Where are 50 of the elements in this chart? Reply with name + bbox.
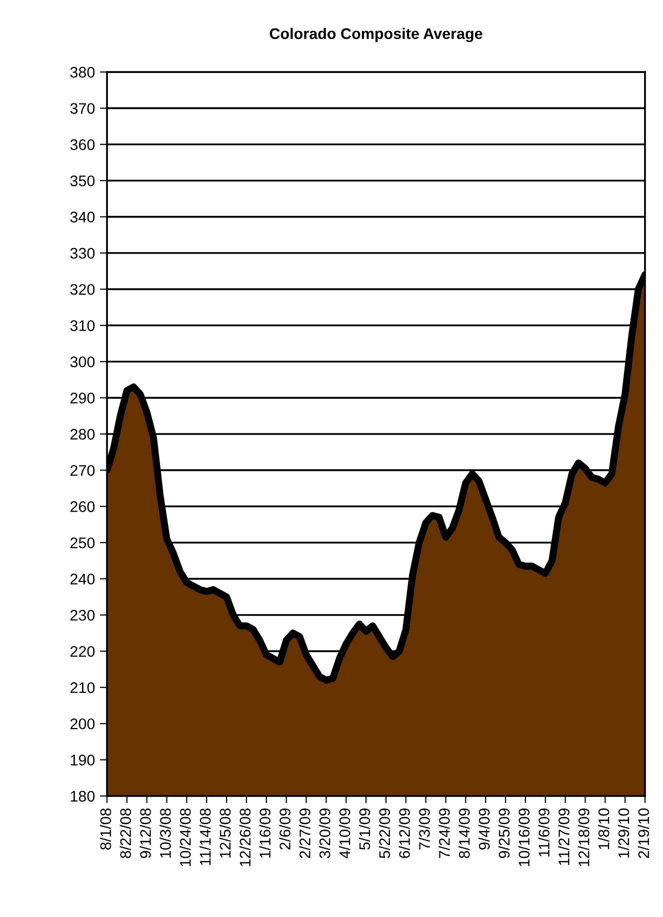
- x-tick-label: 5/22/09: [378, 808, 390, 858]
- y-tick-label: 360: [70, 139, 95, 150]
- x-tick-label: 2/19/10: [638, 808, 650, 858]
- x-tick-label: 11/6/09: [538, 808, 550, 856]
- x-tick-label: 8/14/09: [458, 808, 470, 858]
- chart-title: Colorado Composite Average: [270, 28, 482, 42]
- x-tick-label: 9/25/09: [498, 808, 510, 858]
- y-tick-label: 200: [70, 718, 95, 730]
- x-tick-label: 7/24/09: [438, 808, 450, 858]
- x-tick-label: 8/1/08: [100, 808, 112, 850]
- y-tick-label: 260: [70, 501, 95, 512]
- y-tick-label: 180: [70, 790, 95, 802]
- y-tick-label: 250: [70, 537, 95, 548]
- x-tick-label: 9/12/08: [140, 808, 151, 858]
- x-tick-label: 9/4/09: [478, 808, 490, 850]
- y-tick-label: 310: [70, 320, 95, 332]
- x-tick-label: 11/14/08: [200, 808, 211, 865]
- y-tick-label: 300: [70, 356, 95, 368]
- x-tick-label: 6/12/09: [398, 808, 410, 858]
- x-tick-label: 2/6/09: [279, 808, 290, 850]
- x-tick-label: 1/16/09: [259, 808, 271, 858]
- x-tick-label: 4/10/09: [338, 808, 350, 858]
- x-tick-label: 11/27/09: [558, 808, 570, 865]
- y-tick-label: 350: [70, 175, 95, 186]
- x-tick-label: 2/27/09: [299, 808, 310, 858]
- y-tick-label: 190: [70, 754, 95, 766]
- x-tick-label: 1/8/10: [598, 808, 610, 850]
- x-tick-label: 10/3/08: [160, 808, 171, 858]
- y-tick-label: 230: [70, 610, 95, 621]
- y-tick-label: 290: [70, 392, 95, 404]
- x-tick-label: 10/16/09: [518, 808, 530, 866]
- x-tick-label: 5/1/09: [358, 808, 370, 850]
- x-tick-label: 3/20/09: [319, 808, 330, 858]
- x-tick-label: 10/24/08: [180, 808, 191, 866]
- y-tick-label: 380: [70, 66, 95, 78]
- y-tick-label: 240: [70, 574, 95, 584]
- x-tick-label: 7/3/09: [418, 808, 430, 850]
- x-tick-label: 12/5/08: [219, 808, 231, 858]
- y-tick-label: 210: [70, 682, 95, 694]
- x-tick-label: 8/22/08: [120, 808, 132, 858]
- y-tick-label: 320: [70, 284, 95, 295]
- x-tick-label: 1/29/10: [618, 808, 630, 858]
- y-tick-label: 330: [70, 248, 95, 259]
- y-tick-label: 340: [70, 212, 95, 222]
- y-tick-label: 280: [70, 428, 95, 440]
- y-tick-label: 220: [70, 646, 95, 657]
- x-tick-label: 12/18/09: [578, 808, 590, 866]
- x-tick-label: 12/26/08: [239, 808, 251, 866]
- y-tick-label: 370: [70, 103, 95, 114]
- y-tick-label: 270: [70, 465, 95, 476]
